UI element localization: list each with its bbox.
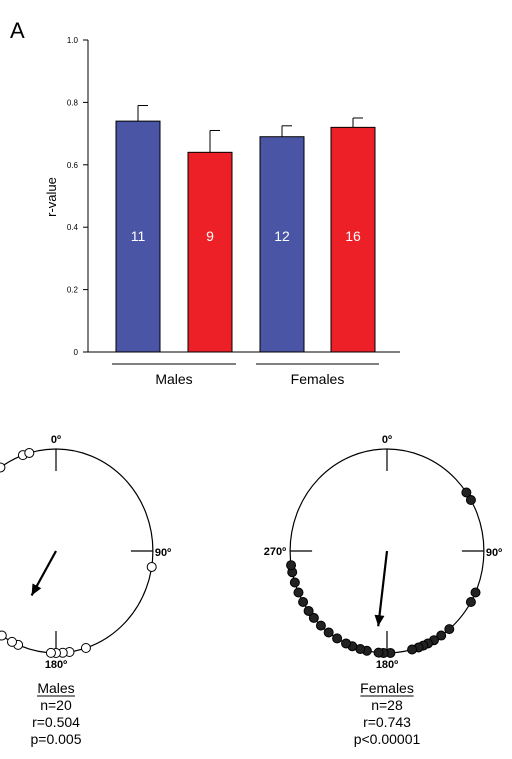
data-point [436,630,447,641]
stats-p: p<0.00001 [354,731,421,747]
stats-r: r=0.743 [363,714,411,730]
data-point [465,495,476,505]
data-point [323,627,334,638]
data-point [45,647,56,658]
data-point [7,636,18,647]
mean-vector [377,550,389,627]
data-point [286,560,297,571]
data-point [308,612,319,623]
data-point [289,577,300,588]
stats-title: Females [360,680,414,696]
data-point [407,644,418,655]
bar-n-label: 9 [206,228,214,244]
polar-circle [0,448,154,654]
angle-label-270: 270º [264,546,286,558]
angle-label-0: 0º [51,434,61,446]
bar [115,120,161,353]
y-tick-label: 0 [74,348,79,357]
data-point [298,597,309,607]
data-point [24,447,35,458]
y-tick-label: 1.0 [67,36,79,45]
data-point [303,605,314,616]
panel-label: A [10,18,25,43]
data-point [465,597,476,607]
y-tick-label: 0.8 [67,98,79,107]
data-point [293,587,304,598]
bar-n-label: 12 [274,228,290,244]
data-point [315,620,326,631]
angle-label-90: 90º [486,547,502,559]
bar [330,126,376,353]
group-labels: Males Females [112,363,379,387]
data-point [470,587,481,598]
bar-chart: r-value 0 0.2 0.4 0.6 0.8 1.0 11 9 12 16 Males Fe… [44,36,400,387]
data-point [341,638,352,649]
data-point [444,624,455,635]
mean-vector-arrowhead [374,614,385,627]
data-point [0,462,6,473]
group-label: Females [291,371,345,387]
stats-n: n=28 [371,697,403,713]
mean-vector-arrowhead [31,583,42,596]
angle-label-0: 0º [382,434,392,446]
data-point [146,561,157,572]
y-tick-label: 0.6 [67,161,79,170]
angle-label-90: 90º [155,547,171,559]
y-axis-label: r-value [44,177,59,217]
bars: 11 9 12 16 [115,105,376,353]
y-tick-label: 0.4 [67,223,79,232]
bar-n-label: 11 [131,228,146,244]
stats-r: r=0.504 [32,714,80,730]
angle-label-180: 180º [45,659,67,671]
stats-p: p=0.005 [31,731,82,747]
data-point [461,487,472,498]
angle-label-180: 180º [376,659,398,671]
bar [187,151,233,353]
data-point [332,633,343,644]
bar-n-label: 16 [345,228,361,244]
bar [259,136,305,353]
group-label: Males [155,371,192,387]
data-point [0,630,7,641]
stats-n: n=20 [40,697,72,713]
y-tick-label: 0.2 [67,286,79,295]
data-point [373,647,384,658]
data-point [80,643,91,654]
stats-title: Males [37,680,74,696]
